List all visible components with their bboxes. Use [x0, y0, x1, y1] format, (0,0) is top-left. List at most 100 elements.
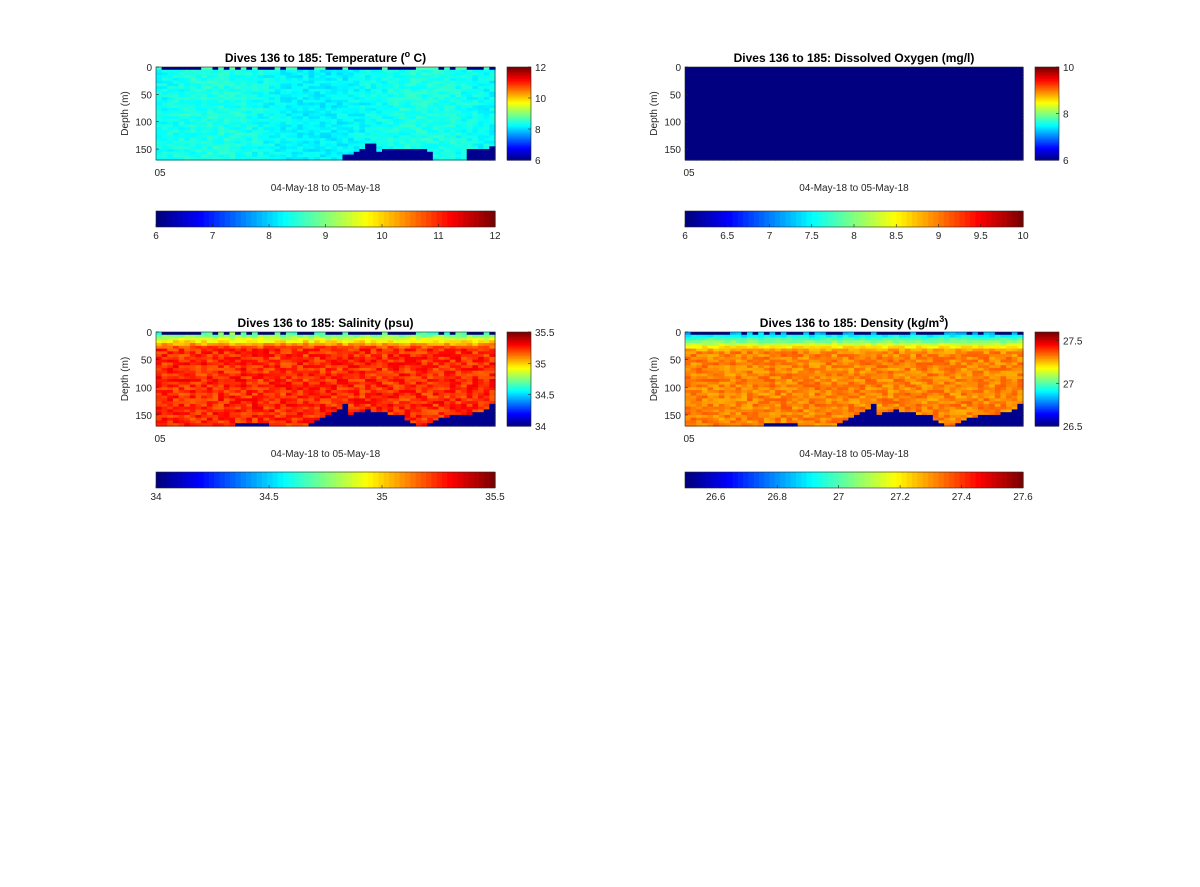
heatmap-cell	[989, 72, 996, 76]
heatmap-cell	[421, 88, 428, 93]
heatmap-cell	[690, 149, 697, 153]
heatmap-cell	[758, 75, 765, 79]
heatmap-cell	[944, 86, 951, 90]
heatmap-cell	[212, 423, 219, 427]
heatmap-cell	[314, 94, 321, 98]
heatmap-cell	[831, 157, 838, 161]
heatmap-cell	[449, 83, 457, 87]
heatmap-cell	[966, 102, 973, 106]
colorbar-segment	[811, 211, 818, 227]
heatmap-cell	[820, 113, 827, 117]
heatmap-cell	[427, 67, 434, 71]
heatmap-cell	[696, 121, 703, 126]
heatmap-cell	[461, 99, 468, 104]
heatmap-cell	[161, 110, 168, 115]
heatmap-cell	[478, 154, 485, 158]
heatmap-cell	[342, 83, 349, 87]
heatmap-cell	[870, 124, 878, 128]
heatmap-cell	[302, 149, 310, 153]
heatmap-cell	[724, 154, 731, 158]
heatmap-cell	[961, 80, 968, 85]
heatmap-cell	[808, 108, 816, 112]
heatmap-cell	[938, 140, 945, 145]
heatmap-cell	[291, 75, 298, 79]
heatmap-cell	[218, 362, 225, 366]
heatmap-cell	[932, 116, 940, 120]
heatmap-cell	[201, 362, 208, 366]
heatmap-cell	[972, 151, 979, 156]
heatmap-cell	[938, 132, 945, 136]
heatmap-cell	[478, 75, 485, 79]
colorbar-segment	[716, 211, 723, 227]
heatmap-cell	[466, 157, 473, 161]
heatmap-cell	[167, 337, 174, 341]
heatmap-cell	[178, 113, 185, 117]
heatmap-cell	[438, 118, 445, 123]
heatmap-cell	[797, 77, 804, 82]
heatmap-cell	[1017, 108, 1024, 112]
heatmap-cell	[410, 110, 417, 115]
heatmap-cell	[994, 154, 1002, 158]
heatmap-cell	[438, 69, 445, 74]
colorbar-segment	[507, 84, 531, 87]
heatmap-cell	[752, 143, 759, 147]
colorbar-segment	[1035, 90, 1059, 93]
heatmap-cell	[455, 135, 462, 139]
heatmap-cell	[1006, 99, 1013, 104]
heatmap-cell	[269, 154, 276, 158]
heatmap-cell	[944, 75, 951, 79]
heatmap-cell	[342, 77, 349, 82]
heatmap-cell	[172, 392, 180, 397]
heatmap-cell	[201, 367, 208, 372]
heatmap-cell	[156, 67, 163, 71]
heatmap-cell	[223, 99, 231, 104]
heatmap-cell	[983, 140, 990, 145]
heatmap-cell	[156, 129, 163, 134]
heatmap-cell	[1017, 67, 1024, 71]
heatmap-cell	[735, 129, 742, 134]
heatmap-cell	[837, 140, 844, 145]
heatmap-cell	[690, 121, 697, 126]
heatmap-cell	[1000, 121, 1007, 126]
heatmap-cell	[161, 88, 168, 93]
heatmap-cell	[461, 116, 468, 120]
heatmap-cell	[161, 414, 168, 419]
heatmap-cell	[1000, 67, 1007, 71]
heatmap-cell	[302, 88, 310, 93]
heatmap-cell	[212, 420, 219, 424]
heatmap-cell	[837, 110, 844, 115]
heatmap-cell	[404, 108, 411, 112]
heatmap-cell	[178, 348, 185, 352]
heatmap-cell	[449, 69, 457, 74]
heatmap-cell	[707, 129, 714, 134]
heatmap-cell	[297, 94, 304, 98]
heatmap-cell	[172, 86, 180, 90]
heatmap-cell	[212, 135, 219, 139]
heatmap-cell	[229, 414, 236, 419]
colorbar-segment	[182, 211, 189, 227]
colorbar-segment	[1035, 109, 1059, 112]
colorbar-segment	[758, 211, 765, 227]
heatmap-cell	[218, 348, 225, 352]
heatmap-cell	[427, 149, 434, 153]
heatmap-cell	[921, 108, 928, 112]
heatmap-cell	[938, 99, 945, 104]
heatmap-cell	[455, 91, 462, 95]
heatmap-cell	[763, 80, 771, 85]
heatmap-cell	[994, 86, 1002, 90]
heatmap-cell	[269, 146, 276, 150]
heatmap-cell	[178, 140, 185, 145]
heatmap-cell	[212, 401, 219, 405]
heatmap-cell	[808, 116, 816, 120]
heatmap-cell	[427, 91, 434, 95]
heatmap-cell	[167, 348, 174, 352]
heatmap-cell	[797, 138, 804, 142]
heatmap-cell	[859, 97, 866, 101]
heatmap-cell	[246, 367, 253, 372]
heatmap-cell	[904, 97, 911, 101]
heatmap-cell	[730, 149, 737, 153]
heatmap-cell	[887, 80, 895, 85]
heatmap-cell	[274, 124, 281, 128]
heatmap-cell	[156, 359, 163, 364]
heatmap-cell	[1006, 149, 1013, 153]
